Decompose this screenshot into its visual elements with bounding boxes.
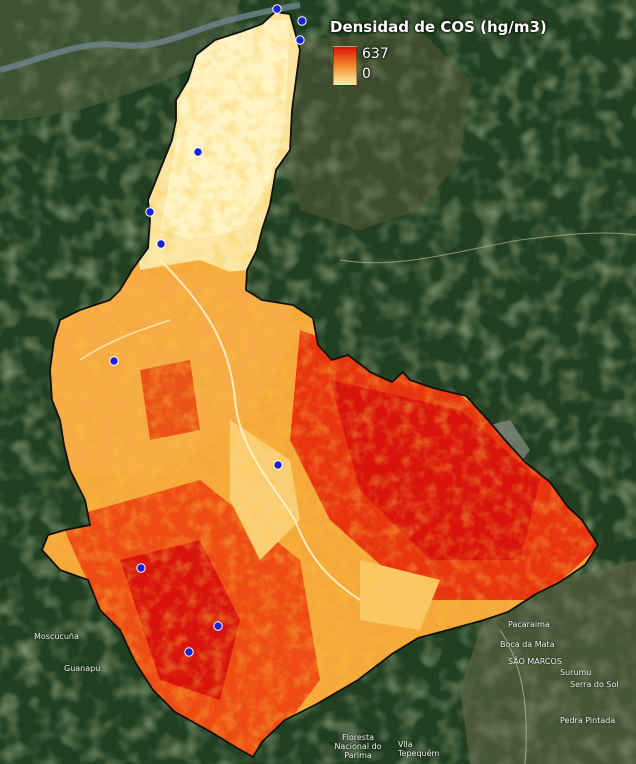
station-marker[interactable] <box>109 356 119 366</box>
legend-max-value: 637 <box>362 46 389 62</box>
legend-min-value: 0 <box>362 66 371 82</box>
place-label-flona: Floresta Nacional do Parima <box>334 733 382 760</box>
place-label-boca-da-mata: Boca da Mata <box>500 640 555 649</box>
place-label-pacaraima: Pacaraima <box>508 620 550 629</box>
station-marker[interactable] <box>295 35 305 45</box>
road-south <box>499 629 527 764</box>
station-marker[interactable] <box>272 4 282 14</box>
station-marker[interactable] <box>297 16 307 26</box>
river-orinoco <box>0 2 301 73</box>
station-marker[interactable] <box>193 147 203 157</box>
station-marker[interactable] <box>145 207 155 217</box>
road <box>339 232 636 264</box>
basin-boundary <box>40 11 600 759</box>
place-label-serra-do-sol: Serra do Sol <box>570 680 619 689</box>
station-marker[interactable] <box>273 460 283 470</box>
legend-color-ramp <box>333 46 357 86</box>
station-marker[interactable] <box>184 647 194 657</box>
northwest-savanna <box>0 0 240 120</box>
place-label-vila-tepequem: Vila Tepequém <box>398 740 440 758</box>
stations-layer <box>109 4 307 657</box>
place-label-surumu: Surumu <box>560 668 592 677</box>
station-marker[interactable] <box>156 239 166 249</box>
place-label-sao-marcos: SÃO MARCOS <box>508 657 562 666</box>
place-label-pedra-pintada: Pedra Pintada <box>560 716 616 725</box>
north-savanna <box>280 30 470 230</box>
place-label-mosucurua: Moscucuña <box>34 632 79 641</box>
place-label-guanapu: Guanapu <box>64 664 101 673</box>
legend-title: Densidad de COS (hg/m3) <box>330 18 547 36</box>
station-marker[interactable] <box>136 563 146 573</box>
station-marker[interactable] <box>213 621 223 631</box>
